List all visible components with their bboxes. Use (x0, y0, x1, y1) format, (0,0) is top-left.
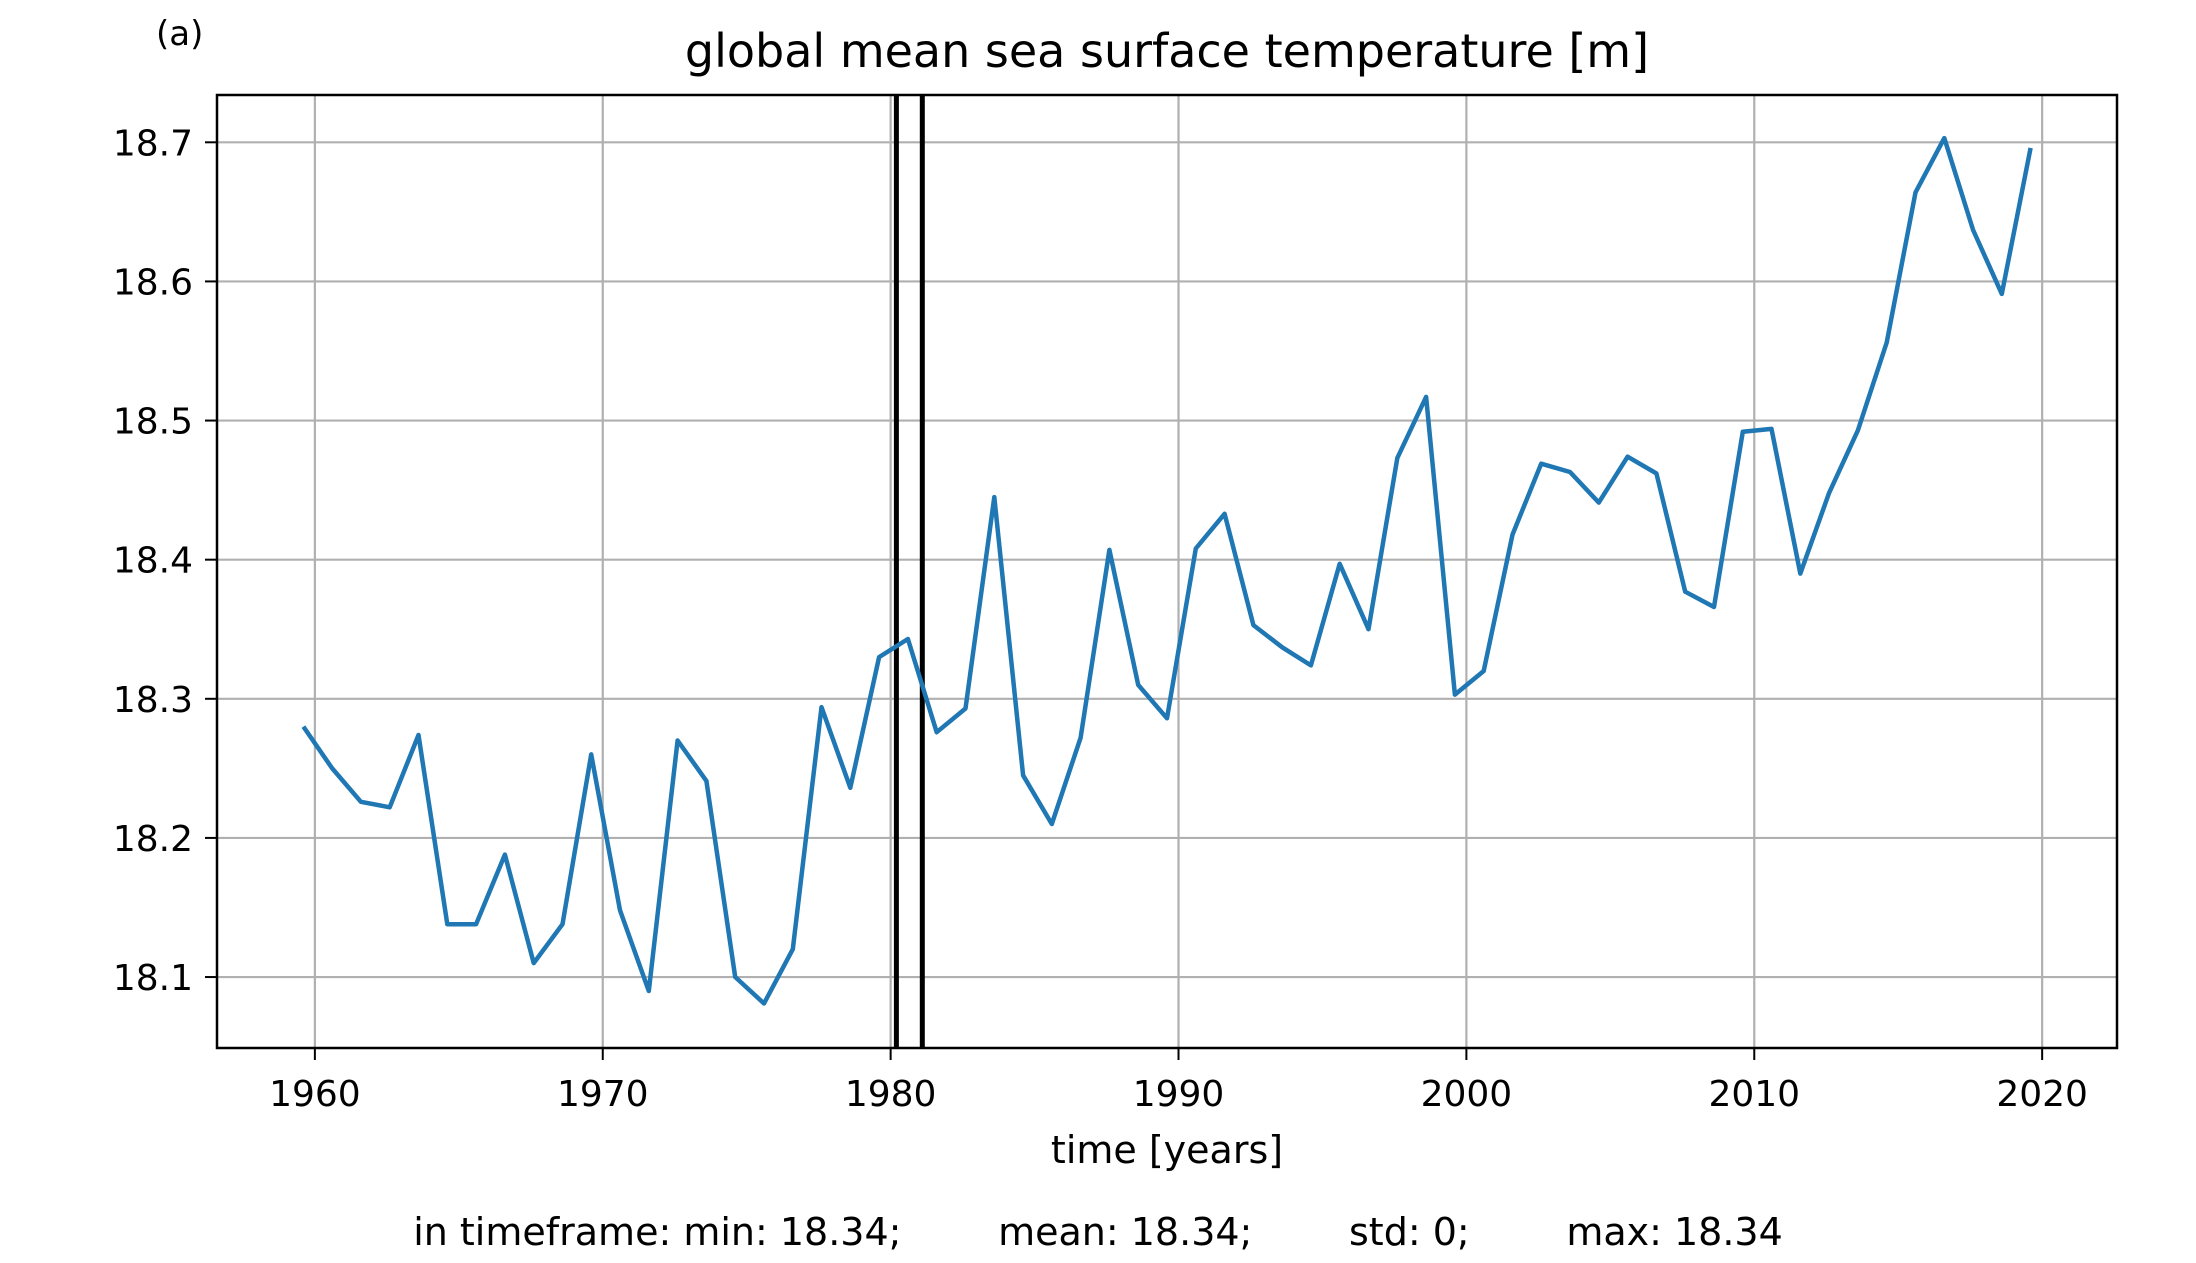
x-tick-label: 1970 (557, 1074, 649, 1115)
x-tick-label: 1960 (269, 1074, 361, 1115)
x-tick-label: 2000 (1421, 1074, 1513, 1115)
y-tick-label: 18.4 (113, 541, 193, 582)
y-tick-label: 18.5 (113, 402, 193, 443)
y-tick-label: 18.2 (113, 819, 193, 860)
y-tick-label: 18.6 (113, 262, 193, 303)
stats-mean: mean: 18.34; (998, 1210, 1253, 1254)
x-tick-label: 2010 (1708, 1074, 1800, 1115)
grid-lines (217, 95, 2117, 1048)
stats-min: in timeframe: min: 18.34; (413, 1210, 902, 1254)
chart-title: global mean sea surface temperature [m] (684, 24, 1650, 78)
stats-max: max: 18.34 (1566, 1210, 1783, 1254)
x-tick-label: 2020 (1996, 1074, 2088, 1115)
panel-label: (a) (156, 14, 204, 54)
timeframe-stats: in timeframe: min: 18.34; mean: 18.34; s… (0, 1210, 2196, 1254)
x-tick-label: 1990 (1133, 1074, 1225, 1115)
sst-series-line (301, 135, 2033, 1006)
series-layer (301, 135, 2033, 1006)
axis-ticks: 1960 1970 1980 1990 2000 2010 2020 18.1 18.2 18.3… (113, 123, 2088, 1115)
timeframe-markers (893, 95, 925, 1048)
stats-std: std: 0; (1349, 1210, 1470, 1254)
y-tick-label: 18.1 (113, 958, 193, 999)
plot-frame (215, 93, 2119, 1050)
y-tick-label: 18.3 (113, 680, 193, 721)
x-tick-label: 1980 (845, 1074, 937, 1115)
x-axis-label: time [years] (1050, 1128, 1284, 1172)
y-tick-label: 18.7 (113, 123, 193, 164)
